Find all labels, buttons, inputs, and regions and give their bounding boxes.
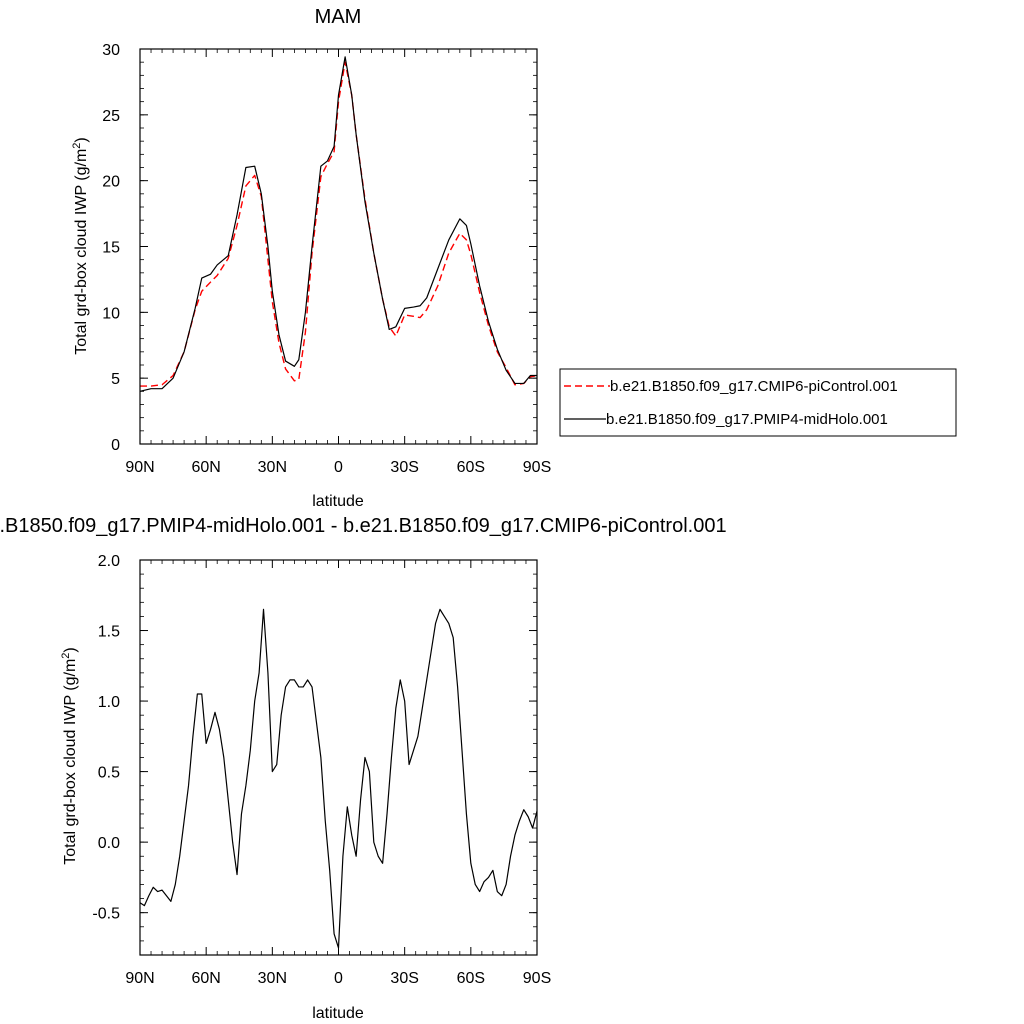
bottom-chart-xlabel: latitude (312, 1005, 364, 1022)
top-chart-ytick-label: 20 (102, 174, 120, 191)
bottom-chart-ylabel-main: Total grd-box cloud IWP (g/m (62, 659, 79, 865)
bottom-chart-title: b.e21.B1850.f09_g17.PMIP4-midHolo.001 - … (0, 515, 727, 537)
legend-label-midholo: b.e21.B1850.f09_g17.PMIP4-midHolo.001 (606, 411, 888, 428)
bottom-chart-frame (139, 559, 538, 956)
bottom-chart-xtick-label: 90N (125, 970, 154, 987)
legend-label-picontrol: b.e21.B1850.f09_g17.CMIP6-piControl.001 (610, 378, 898, 395)
bottom-chart-ytick-label: 0.0 (98, 835, 120, 852)
top-chart-ylabel-group: Total grd-box cloud IWP (g/m2) (71, 137, 90, 354)
bottom-chart-xtick-label: 30N (258, 970, 287, 987)
top-chart-xtick-label: 30N (258, 459, 287, 476)
bottom-chart-ylabel-sup: 2 (60, 653, 72, 659)
bottom-chart-ytick-label: 1.0 (98, 694, 120, 711)
top-chart-xtick-label: 60S (457, 459, 485, 476)
top-chart-ytick-label: 25 (102, 108, 120, 125)
bottom-chart-xtick-label: 60S (457, 970, 485, 987)
top-chart-series-line-0 (140, 61, 538, 387)
bottom-chart-ylabel-group: Total grd-box cloud IWP (g/m2) (60, 647, 79, 864)
top-chart-ytick-label: 15 (102, 240, 120, 257)
top-chart-series-line-1 (139, 56, 537, 392)
legend: b.e21.B1850.f09_g17.CMIP6-piControl.001 … (559, 368, 957, 437)
bottom-chart-xtick-label: 90S (523, 970, 551, 987)
top-chart-ytick-label: 10 (102, 305, 120, 322)
bottom-chart-ylabel-close: ) (62, 647, 79, 652)
bottom-chart-xtick-label: 0 (334, 970, 343, 987)
bottom-chart-xtick-label: 30S (390, 970, 418, 987)
top-chart-ytick-label: 30 (102, 42, 120, 59)
bottom-chart-panel: b.e21.B1850.f09_g17.PMIP4-midHolo.001 - … (0, 515, 727, 1022)
top-chart-xtick-label: 60N (191, 459, 220, 476)
bottom-chart-ytick-label: 2.0 (98, 553, 120, 570)
top-chart-frame (139, 48, 538, 445)
top-chart-ytick-label: 5 (111, 371, 120, 388)
top-chart-xtick-label: 30S (390, 459, 418, 476)
top-chart-xlabel: latitude (312, 493, 364, 510)
bottom-chart-series-line-0 (139, 608, 538, 949)
bottom-chart-ytick-label: -0.5 (92, 906, 120, 923)
top-chart-title: MAM (315, 6, 362, 28)
top-chart-ylabel-sup: 2 (71, 143, 83, 149)
bottom-chart-ytick-label: 1.5 (98, 624, 120, 641)
bottom-chart-xtick-label: 60N (191, 970, 220, 987)
top-chart-ylabel: Total grd-box cloud IWP (g/m2) (71, 137, 90, 354)
top-chart-ylabel-main: Total grd-box cloud IWP (g/m (73, 149, 90, 355)
top-chart-ylabel-close: ) (73, 137, 90, 142)
top-chart-xtick-label: 90N (125, 459, 154, 476)
bottom-chart-ytick-label: 0.5 (98, 765, 120, 782)
top-chart-panel: MAM Total grd-box cloud IWP (g/m2) latit… (71, 6, 551, 510)
top-chart-ytick-label: 0 (111, 437, 120, 454)
top-chart-xtick-label: 90S (523, 459, 551, 476)
bottom-chart-ylabel: Total grd-box cloud IWP (g/m2) (60, 647, 79, 864)
legend-box (559, 368, 957, 437)
top-chart-xtick-label: 0 (334, 459, 343, 476)
